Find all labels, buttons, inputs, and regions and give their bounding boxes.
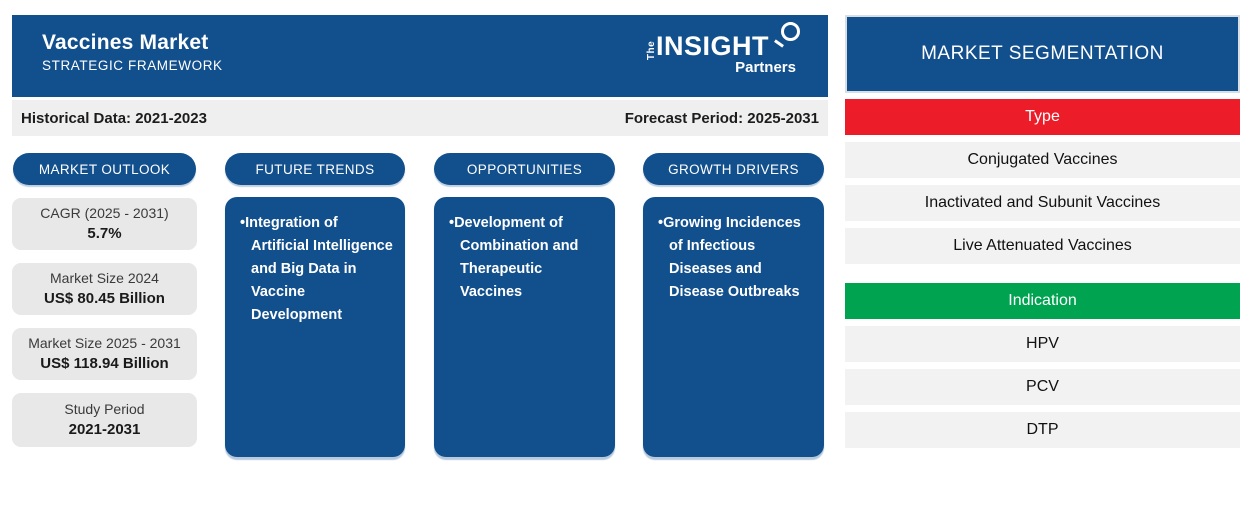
bullet-item: Development of Combination and Therapeut… [449,212,603,304]
segment-group-indication: Indication [845,283,1240,319]
card-opportunities: Development of Combination and Therapeut… [434,197,615,457]
historical-data-label: Historical Data: 2021-2023 [21,109,207,127]
stat-market-size-2025-2031: Market Size 2025 - 2031 US$ 118.94 Billi… [12,328,197,380]
segment-item: DTP [845,412,1240,448]
stat-value: 5.7% [87,225,122,242]
header: Vaccines Market STRATEGIC FRAMEWORK The … [12,15,828,97]
segment-group-type: Type [845,99,1240,135]
segment-item: PCV [845,369,1240,405]
segment-item: Inactivated and Subunit Vaccines [845,185,1240,221]
segment-item: Conjugated Vaccines [845,142,1240,178]
stat-cagr: CAGR (2025 - 2031) 5.7% [12,198,197,250]
stat-label: CAGR (2025 - 2031) [40,205,169,221]
pill-market-outlook: MARKET OUTLOOK [13,153,196,185]
stat-label: Market Size 2024 [50,270,159,286]
page-title: Vaccines Market [42,31,209,54]
segment-item: Live Attenuated Vaccines [845,228,1240,264]
pill-growth-drivers: GROWTH DRIVERS [643,153,824,185]
stat-value: 2021-2031 [68,421,141,438]
magnifier-icon [781,22,800,41]
segment-item: HPV [845,326,1240,362]
period-info-bar: Historical Data: 2021-2023 Forecast Peri… [12,100,828,136]
stat-market-size-2024: Market Size 2024 US$ 80.45 Billion [12,263,197,315]
card-growth-drivers: Growing Incidences of Infectious Disease… [643,197,824,457]
logo-insight-text: INSIGHT [656,31,770,61]
forecast-period-label: Forecast Period: 2025-2031 [624,109,819,127]
pill-future-trends: FUTURE TRENDS [225,153,405,185]
stat-value: US$ 118.94 Billion [40,355,169,372]
bullet-item: Growing Incidences of Infectious Disease… [658,212,812,304]
stat-label: Market Size 2025 - 2031 [28,335,181,351]
market-segmentation-header: MARKET SEGMENTATION [845,15,1240,93]
pill-opportunities: OPPORTUNITIES [434,153,615,185]
logo-partners-text: Partners [735,59,796,76]
stat-study-period: Study Period 2021-2031 [12,393,197,447]
magnifier-handle-icon [774,39,784,48]
header-text: Vaccines Market STRATEGIC FRAMEWORK [42,31,223,73]
stat-label: Study Period [64,401,145,417]
stat-value: US$ 80.45 Billion [44,290,165,307]
card-future-trends: Integration of Artificial Intelligence a… [225,197,405,457]
bullet-item: Integration of Artificial Intelligence a… [240,212,393,327]
page-subtitle: STRATEGIC FRAMEWORK [42,58,223,73]
insight-partners-logo: The INSIGHT Partners [646,22,800,87]
